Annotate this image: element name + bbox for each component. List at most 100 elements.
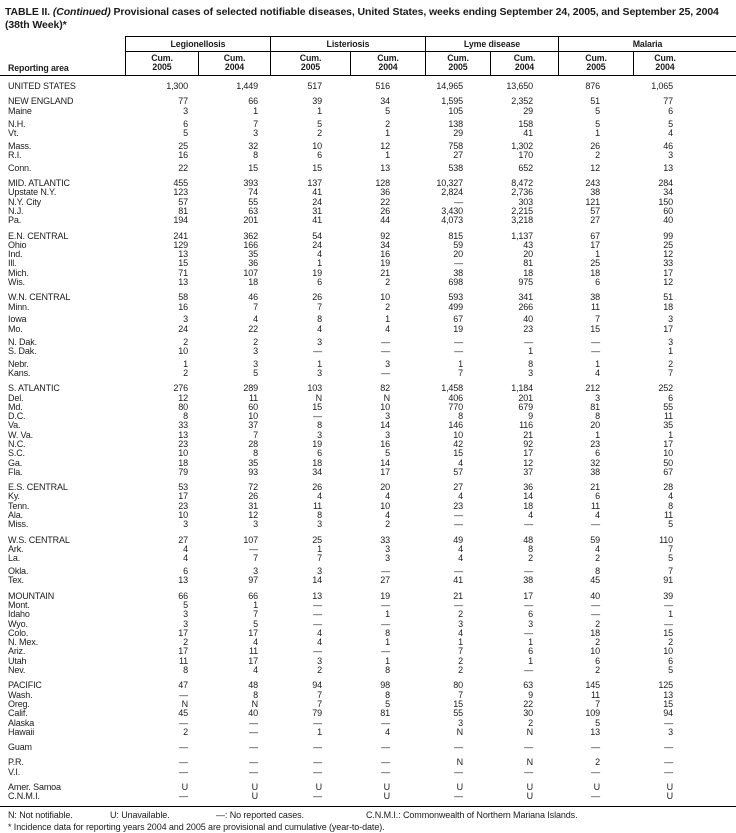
row-label: S. ATLANTIC xyxy=(8,383,60,394)
table-row: R.I. 16 8 6 1 27 170 2 3 xyxy=(0,150,736,160)
cell-value: 13 xyxy=(380,162,390,173)
column-subheader-row: Reporting area Cum. 2005 Cum. 2004 Cum. … xyxy=(0,51,736,77)
cell-value: — xyxy=(381,367,390,378)
cell-value: 516 xyxy=(375,81,390,92)
table-title-continued: (Continued) xyxy=(52,6,111,18)
cell-value: N xyxy=(383,392,391,403)
cell-value: 17 xyxy=(178,491,188,502)
cell-value: 49 xyxy=(453,534,463,545)
cell-value: 17 xyxy=(523,448,533,459)
cell-value: 63 xyxy=(523,680,533,691)
cell-value: 23 xyxy=(178,500,188,511)
cell-value: 1,184 xyxy=(511,383,533,394)
table-row: Wyo. 3 5 — — 3 3 2 — xyxy=(0,618,736,629)
row-label: Idaho xyxy=(8,609,30,620)
cell-value: 14 xyxy=(312,575,322,586)
row-label: S. Dak. xyxy=(8,345,37,356)
cell-value: 6 xyxy=(595,655,600,666)
cell-value: 13 xyxy=(178,277,188,288)
table-title: TABLE II. (Continued) Provisional cases … xyxy=(0,6,736,31)
cell-value: 11 xyxy=(663,411,673,422)
cell-value: 1,137 xyxy=(511,230,533,241)
cell-value: 38 xyxy=(590,187,600,198)
cell-value: 22 xyxy=(178,162,188,173)
cell-value: 36 xyxy=(380,187,390,198)
table-row: S. ATLANTIC 276 289 103 82 1,458 1,184 212 252 xyxy=(0,383,736,394)
cell-value: 19 xyxy=(453,323,463,334)
cell-value: 146 xyxy=(448,420,463,431)
column-group-lyme-disease: Lyme disease xyxy=(425,36,558,52)
cell-value: N xyxy=(181,698,189,709)
cell-value: 45 xyxy=(590,575,600,586)
cell-value: 7 xyxy=(595,314,600,325)
table-row: Oreg. N N 7 5 15 22 7 15 xyxy=(0,698,736,709)
cell-value: 3 xyxy=(253,345,258,356)
cell-value: 81 xyxy=(523,258,533,269)
cell-value: 17 xyxy=(178,646,188,657)
cell-value: 51 xyxy=(590,96,600,107)
cell-value: 1 xyxy=(595,249,600,260)
cell-value: 1 xyxy=(317,543,322,554)
cell-value: 5 xyxy=(317,118,322,129)
cell-value: 20 xyxy=(453,249,463,260)
cell-value: 4 xyxy=(458,543,463,554)
cell-value: 17 xyxy=(590,239,600,250)
cell-value: 158 xyxy=(518,118,533,129)
cell-value: 2 xyxy=(595,665,600,676)
cell-value: 34 xyxy=(312,466,322,477)
cell-value: 2 xyxy=(253,336,258,347)
cell-value: 79 xyxy=(312,708,322,719)
cell-value: 12 xyxy=(663,277,673,288)
table-row: Md. 80 60 15 10 770 679 81 55 xyxy=(0,401,736,412)
cell-value: 109 xyxy=(585,708,600,719)
cell-value: 9 xyxy=(528,689,533,700)
cell-value: 1 xyxy=(385,655,390,666)
table-header: Legionellosis Listeriosis Lyme disease M… xyxy=(0,36,736,77)
cell-value: 25 xyxy=(590,258,600,269)
cell-value: 1,458 xyxy=(441,383,463,394)
cell-value: 66 xyxy=(178,590,188,601)
cell-value: 1 xyxy=(183,358,188,369)
cell-value: 2 xyxy=(528,717,533,728)
cell-value: — xyxy=(249,543,258,554)
cell-value: 3 xyxy=(183,105,188,116)
cell-value: 3 xyxy=(253,519,258,530)
cell-value: 499 xyxy=(448,301,463,312)
cell-value: 34 xyxy=(380,96,390,107)
cell-value: 1 xyxy=(253,599,258,610)
table-section: S. ATLANTIC 276 289 103 82 1,458 1,184 212 252 De… xyxy=(0,383,736,477)
year-label: 2005 xyxy=(300,62,321,73)
cell-value: 26 xyxy=(590,140,600,151)
cell-value: 4 xyxy=(317,491,322,502)
cell-value: 57 xyxy=(590,205,600,216)
cell-value: 12 xyxy=(523,457,533,468)
cell-value: 33 xyxy=(380,534,390,545)
row-label: N.J. xyxy=(8,205,24,216)
row-label: Ariz. xyxy=(8,646,26,657)
row-label: Va. xyxy=(8,420,21,431)
cell-value: 1,065 xyxy=(651,81,673,92)
cell-value: 15 xyxy=(312,162,322,173)
cell-value: 679 xyxy=(518,401,533,412)
cell-value: 3 xyxy=(183,618,188,629)
cell-value: 2,352 xyxy=(511,96,533,107)
table-row: La. 4 7 7 3 4 2 2 5 xyxy=(0,553,736,563)
cell-value: 3 xyxy=(385,543,390,554)
table-row: Upstate N.Y. 123 74 41 36 2,824 2,736 38 34 xyxy=(0,187,736,198)
table-row: Mo. 24 22 4 4 19 23 15 17 xyxy=(0,323,736,334)
cell-value: 2 xyxy=(385,301,390,312)
cell-value: 97 xyxy=(248,575,258,586)
cell-value: 22 xyxy=(248,323,258,334)
cell-value: 284 xyxy=(658,178,673,189)
table-row: Ala. 10 12 8 4 — 4 4 11 xyxy=(0,510,736,520)
row-label: Ohio xyxy=(8,239,27,250)
cell-value: 3 xyxy=(385,358,390,369)
cell-value: 20 xyxy=(523,249,533,260)
row-label: Miss. xyxy=(8,519,29,530)
cell-value: 41 xyxy=(312,187,322,198)
cell-value: N xyxy=(251,698,259,709)
column-group-listeriosis: Listeriosis xyxy=(270,36,425,52)
cell-value: 7 xyxy=(458,367,463,378)
row-label: Mich. xyxy=(8,267,29,278)
footnote-asterisk: * Incidence data for reporting years 200… xyxy=(8,821,385,832)
